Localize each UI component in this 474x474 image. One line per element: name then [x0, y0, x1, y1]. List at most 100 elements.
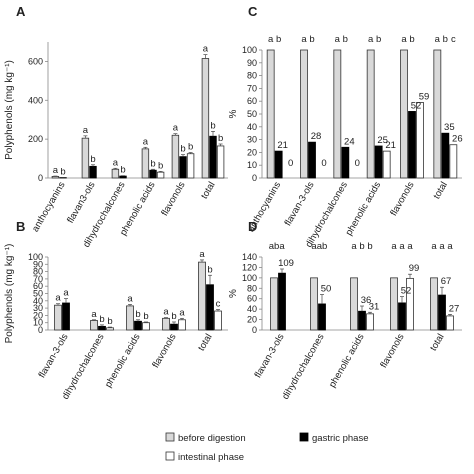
category-label: flavonols — [388, 180, 416, 218]
significance-letter: a — [173, 123, 179, 134]
significance-letter: b — [207, 264, 212, 275]
category-group: a bb total — [199, 44, 225, 201]
significance-letter: a — [127, 293, 133, 304]
data-label-gastric: 28 — [311, 131, 322, 142]
category-group: ab a 109 flavan-3-ols — [253, 241, 294, 380]
significance-letter: a — [203, 44, 209, 55]
significance-letter: a — [439, 241, 445, 252]
y-tick-label: 100 — [242, 45, 257, 55]
y-tick-label: 0 — [38, 173, 43, 183]
bar-gastric-phase — [318, 303, 326, 331]
y-tick-label: 100 — [242, 273, 257, 283]
significance-letter: c — [216, 299, 221, 310]
significance-letter: b — [158, 160, 163, 171]
data-label-intestinal: 31 — [369, 301, 380, 312]
y-tick-label: 50 — [247, 109, 257, 119]
y-tick-label: 20 — [247, 147, 257, 157]
bar-before-digestion — [201, 58, 210, 179]
y-tick-label: 30 — [247, 135, 257, 145]
y-tick-label: 600 — [28, 56, 43, 66]
bar-gastric-phase — [438, 294, 446, 331]
bar-gastric-phase — [206, 284, 214, 331]
significance-letter: b — [188, 142, 193, 153]
bar-gastric-phase — [358, 310, 366, 331]
bar-gastric-phase — [89, 165, 97, 179]
significance-letter: b — [210, 120, 215, 131]
bar-before-digestion — [90, 320, 98, 331]
bar-intestinal-phase — [366, 313, 374, 331]
data-label-intestinal: 99 — [409, 263, 420, 274]
legend-label-before: before digestion — [178, 433, 246, 444]
bar-before-digestion — [310, 277, 318, 331]
legend-swatch-before — [165, 432, 175, 442]
data-label-gastric: 25 — [377, 135, 388, 146]
y-tick-label: 50 — [33, 289, 43, 299]
significance-letter: a — [143, 136, 149, 147]
category-label: phenolic acids — [344, 180, 384, 238]
bar-intestinal-phase — [446, 315, 454, 331]
bar-before-digestion — [430, 277, 438, 331]
significance-letter: a — [63, 288, 69, 299]
significance-letter: a — [268, 34, 274, 45]
bar-before-digestion — [171, 134, 180, 179]
y-tick-label: 20 — [33, 310, 43, 320]
significance-letter: b — [309, 34, 314, 45]
significance-letter: b — [180, 144, 185, 155]
bar-before-digestion — [333, 49, 342, 179]
y-tick-label: 60 — [247, 96, 257, 106]
bar-gastric-phase — [134, 320, 142, 331]
legend-swatch-intestinal — [165, 451, 175, 461]
significance-letter: b — [409, 34, 414, 45]
significance-letter: b — [107, 316, 112, 327]
bar-before-digestion — [366, 49, 375, 179]
data-label-intestinal: 0 — [355, 158, 360, 169]
panel-letter: A — [16, 4, 26, 19]
data-label-gastric: 52 — [401, 286, 412, 297]
category-label: flavonols — [159, 180, 187, 218]
bar-before-digestion — [270, 277, 278, 331]
data-label-gastric: 36 — [361, 295, 372, 306]
bar-gastric-phase — [398, 302, 406, 331]
bar-intestinal-phase — [216, 145, 225, 179]
category-group: a b a flavonols — [150, 307, 186, 370]
bar-gastric-phase — [278, 272, 286, 331]
category-label: total — [196, 332, 215, 353]
bar-intestinal-phase — [178, 319, 186, 331]
bar-before-digestion — [433, 49, 442, 179]
significance-letter: b — [443, 34, 448, 45]
y-tick-label: 40 — [247, 304, 257, 314]
significance-letter: a — [163, 307, 169, 318]
significance-letter: b — [150, 158, 155, 169]
significance-letter: b — [60, 166, 65, 177]
bar-gastric-phase — [374, 145, 383, 179]
y-tick-label: 60 — [247, 294, 257, 304]
category-label: total — [431, 180, 450, 201]
category-group: a a a 52 99 flavonols — [378, 241, 419, 370]
y-tick-label: 10 — [33, 318, 43, 328]
y-tick-label: 140 — [242, 252, 257, 262]
significance-letter: b — [143, 311, 148, 322]
significance-letter: a — [53, 165, 59, 176]
y-tick-label: 120 — [242, 262, 257, 272]
data-label-gastric: 52 — [411, 100, 422, 111]
y-axis-label: % — [228, 289, 239, 298]
y-tick-label: 80 — [247, 283, 257, 293]
data-label-gastric: 109 — [278, 258, 294, 269]
bar-gastric-phase — [149, 169, 157, 179]
data-label-intestinal: 21 — [385, 140, 396, 151]
significance-letter: b — [90, 154, 95, 165]
bar-before-digestion — [111, 168, 120, 179]
significance-letter: b — [135, 309, 140, 320]
y-tick-label: 70 — [33, 274, 43, 284]
category-label: flavan-3-ols — [37, 332, 71, 380]
significance-letter: a — [91, 309, 97, 320]
category-label: total — [199, 180, 218, 201]
bar-before-digestion — [390, 277, 398, 331]
bar-before-digestion — [162, 317, 170, 331]
panel-letter: B — [16, 219, 25, 234]
significance-letter: a — [431, 241, 437, 252]
